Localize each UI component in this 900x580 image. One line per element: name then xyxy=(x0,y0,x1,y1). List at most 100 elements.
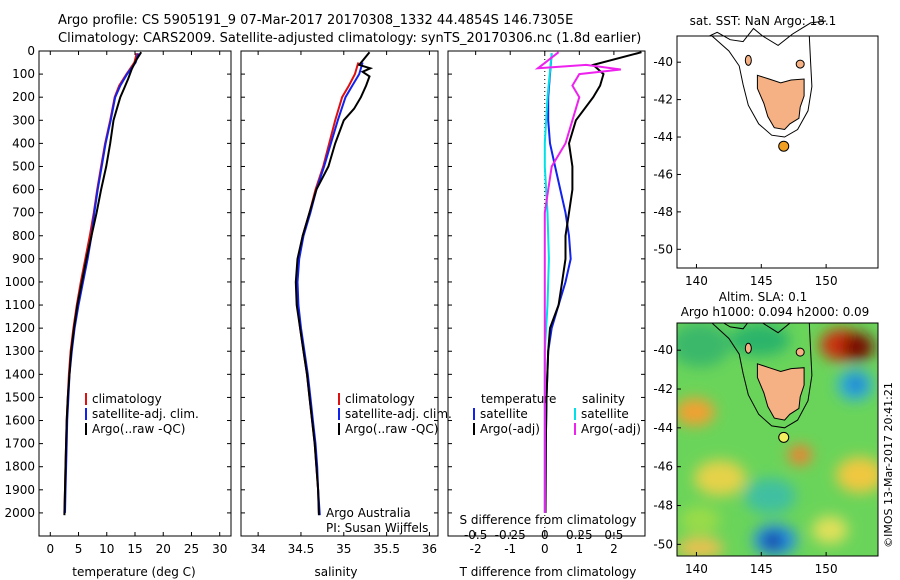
salinity-legend-argo: Argo(..raw -QC) xyxy=(345,422,438,436)
tasmania-landmass xyxy=(756,74,805,131)
x-top-tick-label: 0.5 xyxy=(604,528,623,542)
y-tick-label: 500 xyxy=(12,159,35,173)
y-tick-label: 200 xyxy=(12,90,35,104)
difference-legend-salinity: salinity satellite Argo(-adj) xyxy=(574,392,641,436)
y-tick-label: 1500 xyxy=(4,390,35,404)
salinity-legend: climatology satellite-adj. clim. Argo(..… xyxy=(338,392,452,436)
y-tick-label: 1200 xyxy=(4,321,35,335)
x-tick-label: 35.5 xyxy=(373,542,400,556)
y-tick-label: 300 xyxy=(12,113,35,127)
x-top-tick-label: -0.25 xyxy=(495,528,526,542)
x-tick-label: 36 xyxy=(422,542,437,556)
x-tick-label: -1 xyxy=(504,542,516,556)
x-tick-label: 5 xyxy=(75,542,83,556)
difference-legend-sal-argo: Argo(-adj) xyxy=(581,422,641,436)
x-tick-label: 0 xyxy=(541,542,549,556)
x-top-tick-label: 0.25 xyxy=(566,528,593,542)
salinity-profile-panel: 34 34.5 35 35.5 36 xyxy=(240,50,439,556)
argo-float-marker xyxy=(778,431,790,443)
x-tick-label: 150 xyxy=(815,274,838,288)
x-tick-label: 20 xyxy=(156,542,171,556)
difference-legend-temp-argo: Argo(-adj) xyxy=(480,422,540,436)
difference-legend-temperature-title: temperature xyxy=(481,392,556,406)
temperature-legend-climatology: climatology xyxy=(92,392,162,406)
sla-field xyxy=(677,323,878,556)
x-tick-label: 150 xyxy=(815,562,838,576)
y-tick-label: 1000 xyxy=(4,275,35,289)
salinity-annotation-2: PI: Susan Wijffels xyxy=(326,521,428,535)
x-tick-label: 2 xyxy=(610,542,618,556)
y-tick-label: 600 xyxy=(12,183,35,197)
x-tick-label: 30 xyxy=(212,542,227,556)
tasmania-landmass xyxy=(756,363,805,421)
mainland-coastline xyxy=(709,20,827,47)
y-tick-label: -40 xyxy=(653,55,673,69)
sla-map-panel: Altim. SLA: 0.1 Argo h1000: 0.094 h2000:… xyxy=(653,290,879,576)
difference-legend-temperature: temperature satellite Argo(-adj) xyxy=(473,392,556,436)
bathymetry-contour xyxy=(711,35,813,138)
x-top-tick-label: -0.5 xyxy=(464,528,487,542)
sla-map-frame xyxy=(676,322,879,557)
temperature-profile-panel: 0100200300400500600700800900100011001200… xyxy=(4,44,232,556)
header-line-1: Argo profile: CS 5905191_9 07-Mar-2017 2… xyxy=(58,13,573,28)
y-tick-label: 1600 xyxy=(4,414,35,428)
sla-map-subtitle: Argo h1000: 0.094 h2000: 0.09 xyxy=(681,305,870,319)
salinity-x-label: salinity xyxy=(314,565,357,579)
flinders-island xyxy=(795,59,805,69)
salinity-legend-satellite: satellite-adj. clim. xyxy=(345,407,452,421)
x-tick-label: 140 xyxy=(685,562,708,576)
y-tick-label: -46 xyxy=(653,167,673,181)
y-tick-label: -40 xyxy=(653,343,673,357)
x-tick-label: 35 xyxy=(336,542,351,556)
sla-map-content xyxy=(677,323,827,556)
bathymetry-contour xyxy=(711,323,813,429)
y-tick-label: 1400 xyxy=(4,367,35,381)
x-tick-label: 10 xyxy=(99,542,114,556)
y-tick-label: -50 xyxy=(653,537,673,551)
x-tick-label: 145 xyxy=(750,562,773,576)
y-tick-label: -42 xyxy=(653,93,673,107)
header-line-2: Climatology: CARS2009. Satellite-adjuste… xyxy=(58,31,641,46)
series-line-salinity-argo-adj- xyxy=(534,51,621,513)
y-tick-label: -48 xyxy=(653,205,673,219)
temperature-legend-argo: Argo(..raw -QC) xyxy=(92,422,185,436)
y-tick-label: -50 xyxy=(653,242,673,256)
sst-map-frame xyxy=(676,35,879,269)
x-tick-label: 145 xyxy=(750,274,773,288)
x-tick-label: 34.5 xyxy=(288,542,315,556)
x-tick-label: -2 xyxy=(470,542,482,556)
difference-top-x-label: S difference from climatology xyxy=(460,513,637,527)
sla-map-title: Altim. SLA: 0.1 xyxy=(719,290,807,304)
x-tick-label: 0 xyxy=(46,542,54,556)
y-tick-label: 700 xyxy=(12,206,35,220)
y-tick-label: -44 xyxy=(653,130,673,144)
flinders-island xyxy=(795,347,805,357)
y-tick-label: -44 xyxy=(653,421,673,435)
y-tick-label: -46 xyxy=(653,460,673,474)
temperature-legend-satellite: satellite-adj. clim. xyxy=(92,407,199,421)
y-tick-label: 100 xyxy=(12,67,35,81)
temperature-legend: climatology satellite-adj. clim. Argo(..… xyxy=(85,392,199,436)
y-tick-label: 400 xyxy=(12,136,35,150)
difference-x-label: T difference from climatology xyxy=(459,565,637,579)
plot-frame xyxy=(240,50,439,537)
y-tick-label: 0 xyxy=(27,44,35,58)
y-tick-label: 900 xyxy=(12,252,35,266)
sst-map-panel: sat. SST: NaN Argo: 18.1 140 145 150 -40 -42… xyxy=(653,14,879,288)
y-tick-label: 1100 xyxy=(4,298,35,312)
y-tick-label: 800 xyxy=(12,229,35,243)
series-line-argo-raw-qc- xyxy=(63,51,143,516)
difference-legend-sal-satellite: satellite xyxy=(581,407,629,421)
sst-map-content: 140 145 150 -40 -42 -44 -46 -48 -50 xyxy=(653,20,838,288)
difference-legend-temp-satellite: satellite xyxy=(480,407,528,421)
argo-float-marker xyxy=(778,140,790,152)
temperature-x-label: temperature (deg C) xyxy=(72,565,195,579)
x-tick-label: 15 xyxy=(127,542,142,556)
series-line-argo-raw-qc- xyxy=(294,51,374,516)
sst-map-title: sat. SST: NaN Argo: 18.1 xyxy=(690,14,837,28)
x-tick-label: 34 xyxy=(250,542,265,556)
salinity-legend-climatology: climatology xyxy=(345,392,415,406)
y-tick-label: 1700 xyxy=(4,437,35,451)
